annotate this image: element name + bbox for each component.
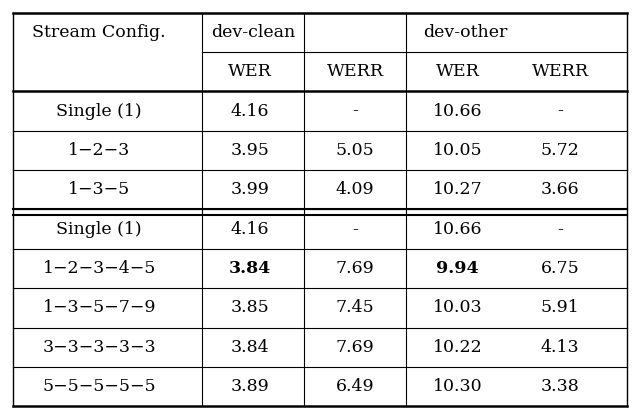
Text: 3.84: 3.84 bbox=[228, 260, 271, 277]
Text: WER: WER bbox=[436, 63, 479, 80]
Text: dev-other: dev-other bbox=[424, 24, 508, 41]
Text: dev-clean: dev-clean bbox=[211, 24, 295, 41]
Text: 3.99: 3.99 bbox=[230, 181, 269, 198]
Text: 5−5−5−5−5: 5−5−5−5−5 bbox=[42, 378, 156, 395]
Text: 4.13: 4.13 bbox=[541, 339, 579, 356]
Text: 1−3−5: 1−3−5 bbox=[68, 181, 131, 198]
Text: 3.38: 3.38 bbox=[541, 378, 579, 395]
Text: WER: WER bbox=[228, 63, 271, 80]
Text: 5.91: 5.91 bbox=[541, 300, 579, 316]
Text: 3.85: 3.85 bbox=[230, 300, 269, 316]
Text: WERR: WERR bbox=[326, 63, 384, 80]
Text: WERR: WERR bbox=[531, 63, 589, 80]
Text: -: - bbox=[352, 103, 358, 119]
Text: 10.30: 10.30 bbox=[433, 378, 483, 395]
Text: 10.05: 10.05 bbox=[433, 142, 483, 159]
Text: 10.22: 10.22 bbox=[433, 339, 483, 356]
Text: 10.66: 10.66 bbox=[433, 103, 483, 119]
Text: 7.69: 7.69 bbox=[336, 260, 374, 277]
Text: 10.27: 10.27 bbox=[433, 181, 483, 198]
Text: Single (1): Single (1) bbox=[56, 103, 142, 119]
Text: 4.09: 4.09 bbox=[336, 181, 374, 198]
Text: 3.89: 3.89 bbox=[230, 378, 269, 395]
Text: 1−3−5−7−9: 1−3−5−7−9 bbox=[42, 300, 156, 316]
Text: 1−2−3: 1−2−3 bbox=[68, 142, 131, 159]
Text: 7.45: 7.45 bbox=[336, 300, 374, 316]
Text: -: - bbox=[557, 221, 563, 238]
Text: 6.75: 6.75 bbox=[541, 260, 579, 277]
Text: 5.05: 5.05 bbox=[336, 142, 374, 159]
Text: 7.69: 7.69 bbox=[336, 339, 374, 356]
Text: 3.95: 3.95 bbox=[230, 142, 269, 159]
Text: 5.72: 5.72 bbox=[541, 142, 579, 159]
Text: 3.84: 3.84 bbox=[230, 339, 269, 356]
Text: 10.66: 10.66 bbox=[433, 221, 483, 238]
Text: 6.49: 6.49 bbox=[336, 378, 374, 395]
Text: -: - bbox=[557, 103, 563, 119]
Text: 4.16: 4.16 bbox=[230, 221, 269, 238]
Text: Stream Config.: Stream Config. bbox=[33, 24, 166, 41]
Text: 9.94: 9.94 bbox=[436, 260, 479, 277]
Text: 3.66: 3.66 bbox=[541, 181, 579, 198]
Text: -: - bbox=[352, 221, 358, 238]
Text: 1−2−3−4−5: 1−2−3−4−5 bbox=[42, 260, 156, 277]
Text: 4.16: 4.16 bbox=[230, 103, 269, 119]
Text: 10.03: 10.03 bbox=[433, 300, 483, 316]
Text: Single (1): Single (1) bbox=[56, 221, 142, 238]
Text: 3−3−3−3−3: 3−3−3−3−3 bbox=[42, 339, 156, 356]
